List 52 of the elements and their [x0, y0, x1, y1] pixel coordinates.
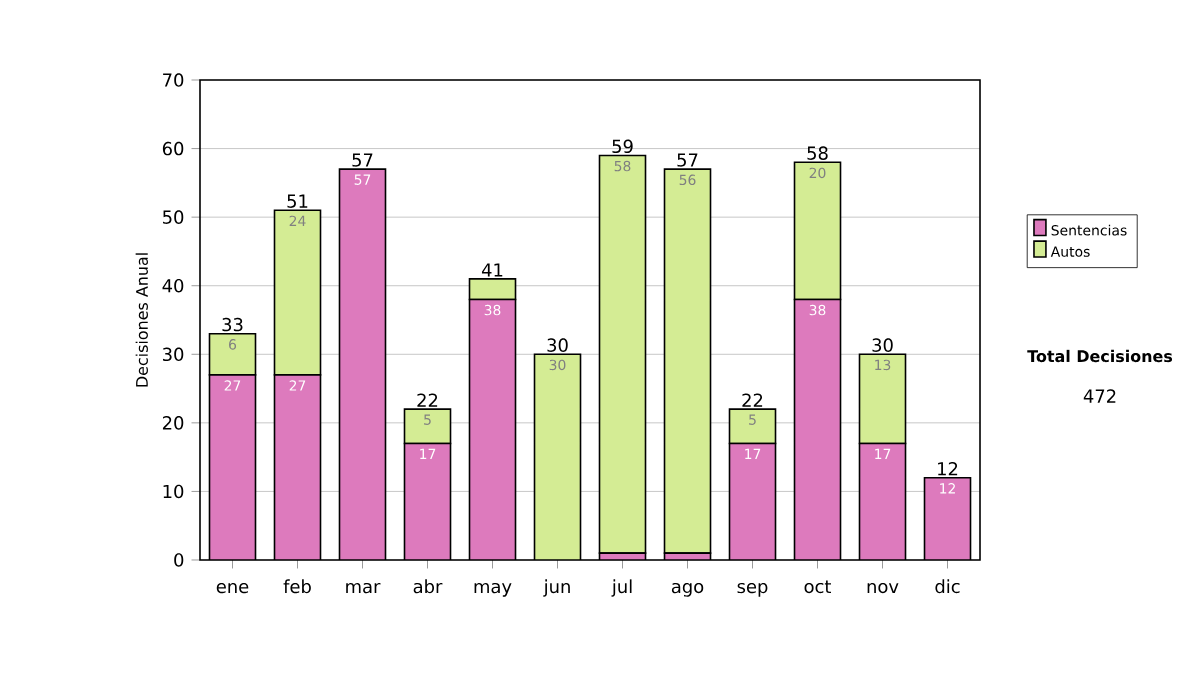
bar [403, 408, 452, 445]
total-label: 30 [547, 338, 568, 352]
y-tick-label: 10 [163, 484, 184, 499]
x-tick-label: dic [935, 579, 960, 594]
total-label: 57 [352, 153, 373, 167]
bar [468, 278, 517, 301]
x-tick-label: ene [216, 582, 249, 594]
total-label: 22 [417, 393, 438, 407]
total-label: 51 [287, 194, 308, 208]
bar [663, 168, 712, 554]
y-tick-label: 60 [162, 141, 184, 156]
bar [209, 374, 256, 560]
x-tick-label: nov [867, 582, 899, 594]
bar [729, 443, 776, 560]
y-tick-label: 70 [163, 73, 184, 87]
bar [273, 209, 322, 376]
bar [859, 443, 906, 560]
y-tick-label: 30 [163, 347, 184, 362]
x-tick-label: ago [671, 582, 704, 597]
y-tick-label: 0 [174, 553, 184, 567]
total-label: 59 [612, 139, 633, 154]
x-tick-label: jul [611, 579, 632, 597]
bar [923, 476, 972, 560]
bar [728, 408, 777, 445]
text: 472 [1083, 389, 1116, 403]
bar [274, 374, 321, 560]
bar [598, 154, 647, 554]
total-label: 12 [938, 462, 958, 476]
total-label: 30 [872, 338, 893, 352]
y-tick-label: 40 [162, 278, 184, 293]
bar [469, 299, 516, 560]
bar [339, 169, 386, 560]
x-tick-label: abr [413, 579, 443, 594]
total-label: 41 [481, 263, 503, 277]
bar [858, 353, 907, 445]
total-label: 57 [677, 153, 698, 167]
x-tick-label: jun [543, 579, 570, 597]
total-label: 58 [807, 146, 828, 160]
y-tick-label: 50 [163, 210, 184, 224]
total-label: 22 [742, 393, 763, 407]
bar [794, 299, 841, 560]
x-tick-label: may [474, 582, 512, 597]
x-tick-label: sep [737, 582, 768, 597]
y-tick-label: 20 [162, 416, 184, 430]
total-label: 33 [222, 317, 243, 332]
bar [534, 354, 581, 560]
bar [793, 161, 842, 301]
x-tick-label: mar [346, 582, 381, 594]
x-tick-label: feb [283, 579, 311, 594]
bar [208, 332, 257, 376]
x-tick-label: oct [804, 580, 832, 594]
bar [404, 443, 451, 560]
